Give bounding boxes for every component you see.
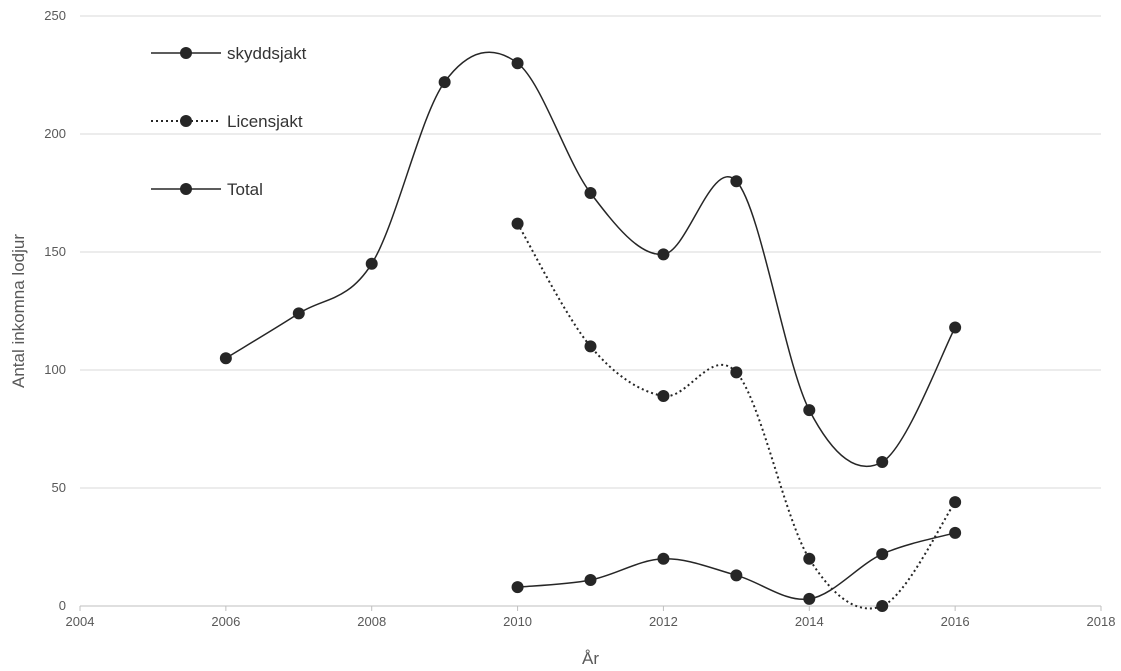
x-tick-label: 2004: [66, 614, 95, 629]
data-point-licensjakt: [803, 552, 816, 565]
data-point-total: [219, 352, 232, 365]
x-tick-label: 2012: [649, 614, 678, 629]
axes: 0 50 100 150 200 250 2004 2006 2008 2010 2012 2014 2…: [44, 8, 1115, 629]
data-point-skyddsjakt: [876, 548, 889, 561]
series-layer: [219, 51, 962, 612]
data-point-licensjakt: [730, 366, 743, 379]
y-tick-label: 250: [44, 8, 66, 23]
series-line-total: [225, 51, 956, 468]
data-point-total: [584, 187, 597, 199]
data-point-total: [438, 76, 451, 89]
y-tick-label: 150: [44, 244, 66, 259]
series-licensjakt: [511, 217, 962, 612]
x-tick-label: 2008: [357, 614, 386, 629]
legend-label: Licensjakt: [227, 112, 303, 131]
data-point-total: [949, 321, 962, 334]
data-point-skyddsjakt: [657, 552, 670, 565]
series-total: [219, 51, 962, 469]
data-point-licensjakt: [584, 340, 597, 353]
legend-label: Total: [227, 180, 263, 199]
data-point-total: [730, 175, 743, 188]
legend-marker: [180, 115, 192, 127]
data-point-skyddsjakt: [803, 592, 816, 605]
y-tick-label: 0: [59, 598, 66, 613]
legend-label: skyddsjakt: [227, 44, 307, 63]
x-tick-label: 2014: [795, 614, 824, 629]
data-point-licensjakt: [876, 600, 889, 612]
series-skyddsjakt: [511, 526, 962, 605]
data-point-total: [511, 57, 524, 70]
series-line-skyddsjakt: [517, 532, 956, 601]
data-point-total: [803, 404, 816, 417]
legend-item-total: Total: [151, 180, 263, 199]
legend: skyddsjakt Licensjakt Total: [151, 44, 307, 199]
y-tick-label: 50: [52, 480, 66, 495]
data-point-licensjakt: [949, 496, 962, 509]
y-axis-title: Antal inkomna lodjur: [9, 234, 28, 388]
data-point-total: [292, 307, 305, 320]
gridlines: [80, 15, 1101, 489]
legend-marker: [180, 47, 192, 59]
x-tick-label: 2006: [211, 614, 240, 629]
x-axis-title: År: [582, 649, 599, 668]
legend-item-licensjakt: Licensjakt: [151, 112, 303, 131]
x-tick-label: 2016: [941, 614, 970, 629]
data-point-skyddsjakt: [949, 526, 962, 539]
data-point-licensjakt: [511, 217, 524, 230]
x-tick-label: 2010: [503, 614, 532, 629]
y-tick-label: 200: [44, 126, 66, 141]
legend-marker: [180, 183, 192, 195]
legend-item-skyddsjakt: skyddsjakt: [151, 44, 307, 63]
data-point-skyddsjakt: [730, 569, 743, 582]
data-point-skyddsjakt: [584, 574, 597, 587]
data-point-licensjakt: [657, 389, 670, 402]
data-point-skyddsjakt: [511, 581, 524, 594]
x-tick-label: 2018: [1087, 614, 1116, 629]
y-tick-label: 100: [44, 362, 66, 377]
series-line-licensjakt: [516, 223, 956, 610]
data-point-total: [876, 456, 889, 469]
data-point-total: [365, 257, 378, 270]
data-point-total: [657, 248, 670, 261]
